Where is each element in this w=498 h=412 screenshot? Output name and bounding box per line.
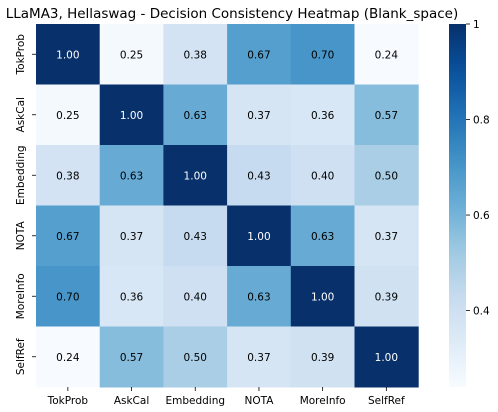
heatmap-cell xyxy=(99,266,164,327)
cell-value-label: 0.70 xyxy=(311,49,334,61)
cell-value-label: 1.00 xyxy=(375,352,398,364)
heatmap-cell xyxy=(290,24,355,85)
heatmap-cell xyxy=(354,326,419,388)
cell-value-label: 0.37 xyxy=(375,231,398,243)
y-axis: TokProb AskCal Embedding NOTA MoreInfo SelfRe… xyxy=(15,34,36,375)
heatmap-cell xyxy=(227,145,292,206)
cell-value-label: 0.43 xyxy=(247,170,270,182)
cell-value-label: 0.63 xyxy=(311,231,334,243)
heatmap-cell xyxy=(99,326,164,388)
colorbar-tick-label: 0.8 xyxy=(473,115,490,127)
heatmap-cell xyxy=(354,24,419,85)
heatmap-cell xyxy=(163,84,228,146)
heatmap-cell xyxy=(354,266,419,327)
cell-value-label: 0.37 xyxy=(120,231,143,243)
x-tick-label: NOTA xyxy=(244,395,274,407)
colorbar: 0.4 0.6 0.8 1 xyxy=(449,19,490,387)
chart-title: LLaMA3, Hellaswag - Decision Consistency… xyxy=(6,6,459,22)
heatmap-cell xyxy=(36,205,101,267)
y-tick-label: NOTA xyxy=(15,220,27,250)
x-tick-label: TokProb xyxy=(47,395,89,407)
heatmap-cell xyxy=(227,266,292,327)
heatmap-cell xyxy=(290,84,355,146)
y-tick-label: MoreInfo xyxy=(15,273,27,319)
cell-value-label: 1.00 xyxy=(56,49,79,61)
heatmap-cells: 1.00 0.25 0.38 0.67 0.70 0.24 0.25 1.00 0.63 0.37… xyxy=(36,24,419,388)
y-tick-label: Embedding xyxy=(15,145,27,205)
heatmap-cell xyxy=(99,145,164,206)
cell-value-label: 0.38 xyxy=(184,49,207,61)
y-tick-label: SelfRef xyxy=(15,338,27,375)
heatmap-cell xyxy=(290,326,355,388)
cell-value-label: 1.00 xyxy=(311,291,334,303)
heatmap-cell xyxy=(36,266,101,327)
colorbar-gradient xyxy=(449,24,466,387)
heatmap-cell xyxy=(354,145,419,206)
heatmap-cell xyxy=(354,205,419,267)
cell-value-label: 0.70 xyxy=(56,291,79,303)
cell-value-label: 0.63 xyxy=(120,170,143,182)
cell-value-label: 0.40 xyxy=(184,291,207,303)
heatmap-cell xyxy=(227,205,292,267)
cell-value-label: 0.24 xyxy=(375,49,399,61)
y-tick-label: AskCal xyxy=(15,97,27,132)
cell-value-label: 0.25 xyxy=(56,110,79,122)
heatmap-cell xyxy=(163,266,228,327)
heatmap-cell xyxy=(227,84,292,146)
x-tick-label: Embedding xyxy=(165,395,225,407)
heatmap-cell xyxy=(99,24,164,85)
heatmap-cell xyxy=(99,84,164,146)
heatmap-cell xyxy=(99,205,164,267)
cell-value-label: 0.50 xyxy=(184,352,207,364)
cell-value-label: 1.00 xyxy=(247,231,270,243)
heatmap-cell xyxy=(290,145,355,206)
heatmap-cell xyxy=(354,84,419,146)
cell-value-label: 0.63 xyxy=(184,110,207,122)
cell-value-label: 0.39 xyxy=(311,352,334,364)
cell-value-label: 0.57 xyxy=(375,110,398,122)
colorbar-tick-label: 0.6 xyxy=(473,210,490,222)
heatmap-cell xyxy=(163,145,228,206)
cell-value-label: 0.57 xyxy=(120,352,143,364)
y-tick-label: TokProb xyxy=(15,34,27,76)
x-tick-label: SelfRef xyxy=(368,395,405,407)
heatmap-cell xyxy=(163,205,228,267)
cell-value-label: 0.36 xyxy=(120,291,144,303)
colorbar-tick-label: 0.4 xyxy=(473,306,490,318)
x-axis: TokProb AskCal Embedding NOTA MoreInfo SelfRe… xyxy=(47,387,405,407)
cell-value-label: 0.50 xyxy=(375,170,398,182)
heatmap-cell xyxy=(227,24,292,85)
cell-value-label: 0.67 xyxy=(56,231,79,243)
heatmap-cell xyxy=(290,205,355,267)
cell-value-label: 0.37 xyxy=(247,352,270,364)
cell-value-label: 0.63 xyxy=(247,291,270,303)
cell-value-label: 1.00 xyxy=(120,110,143,122)
cell-value-label: 1.00 xyxy=(184,170,207,182)
x-tick-label: AskCal xyxy=(114,395,149,407)
cell-value-label: 0.24 xyxy=(56,352,80,364)
heatmap-cell xyxy=(36,24,101,85)
cell-value-label: 0.43 xyxy=(184,231,207,243)
cell-value-label: 0.37 xyxy=(247,110,270,122)
heatmap-cell xyxy=(36,326,101,388)
heatmap-cell xyxy=(163,24,228,85)
heatmap-cell xyxy=(36,84,101,146)
colorbar-tick-label: 1 xyxy=(473,19,480,31)
cell-value-label: 0.38 xyxy=(56,170,79,182)
heatmap-cell xyxy=(163,326,228,388)
heatmap-cell xyxy=(227,326,292,388)
cell-value-label: 0.67 xyxy=(247,49,270,61)
cell-value-label: 0.39 xyxy=(375,291,398,303)
x-tick-label: MoreInfo xyxy=(300,395,346,407)
heatmap-cell xyxy=(36,145,101,206)
cell-value-label: 0.40 xyxy=(311,170,334,182)
cell-value-label: 0.25 xyxy=(120,49,143,61)
heatmap-cell xyxy=(290,266,355,327)
cell-value-label: 0.36 xyxy=(311,110,335,122)
